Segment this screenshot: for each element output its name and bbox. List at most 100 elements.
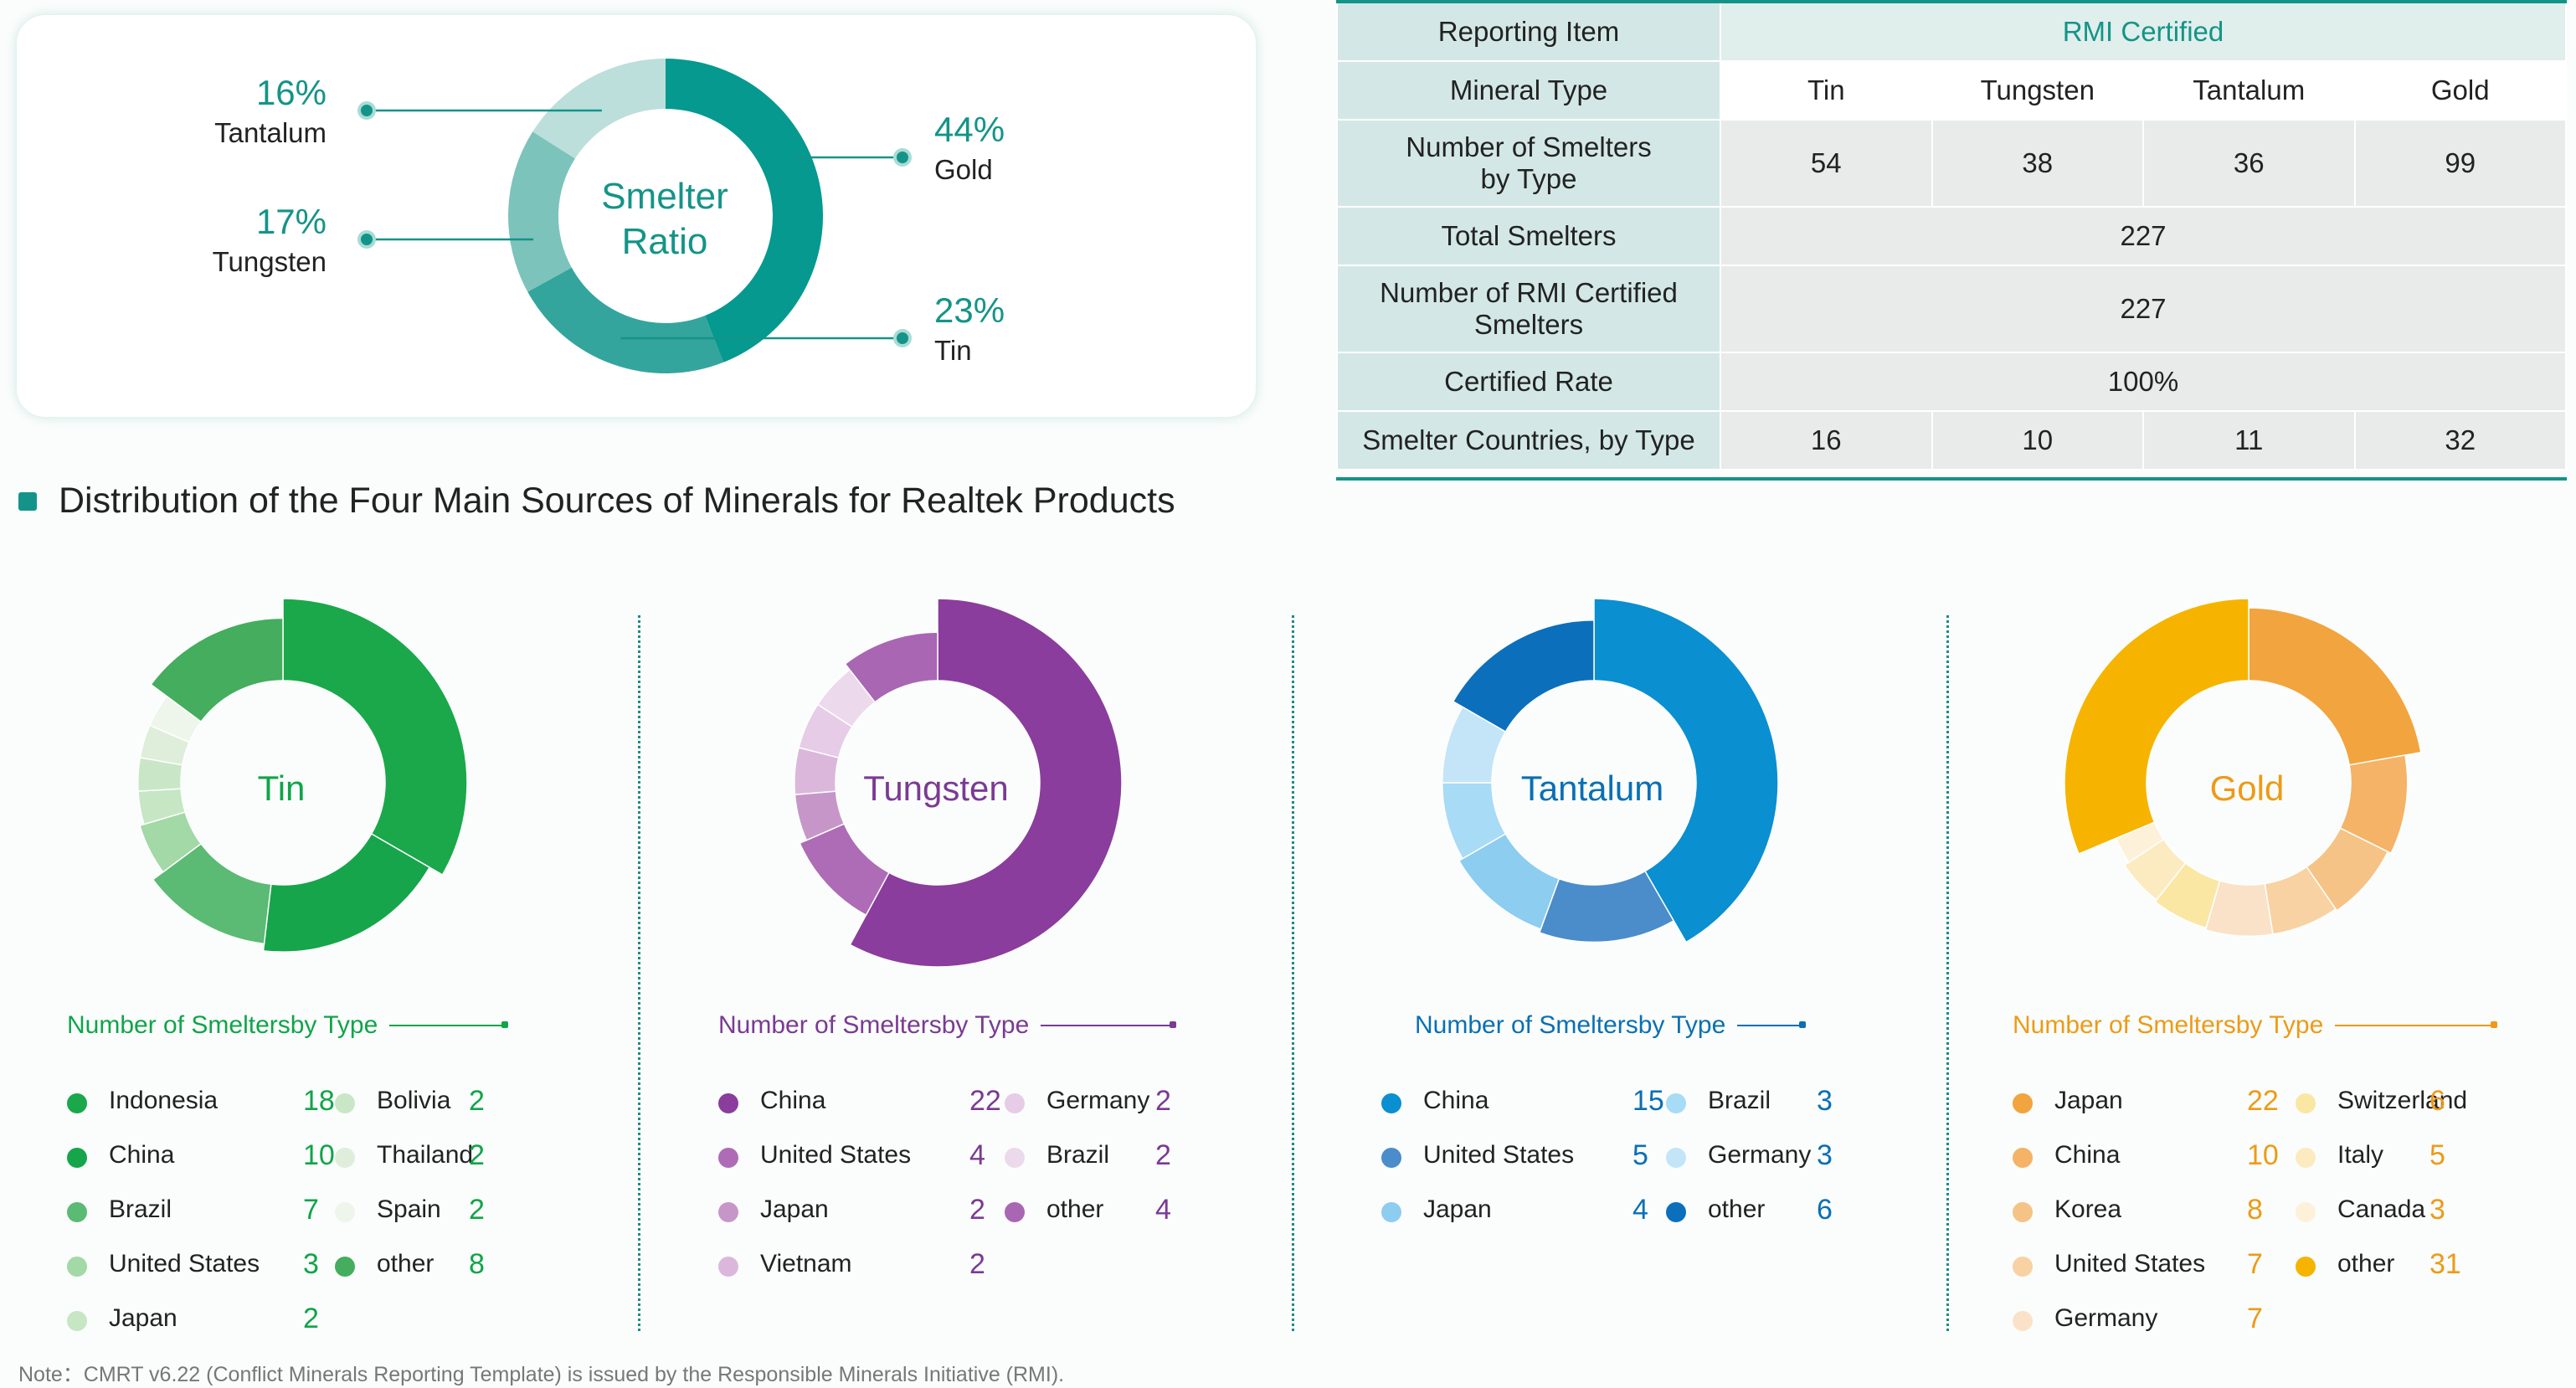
ratio-slice-tantalum [532,59,666,159]
legend-swatch [2296,1257,2316,1277]
legend-swatch [1005,1093,1025,1113]
legend-label: China [760,1087,826,1114]
legend-swatch [2013,1202,2033,1222]
legend-swatch [335,1257,355,1277]
tungsten-slice-china [849,598,1123,968]
gold-slice-japan [2248,607,2422,766]
legend-label: Germany [1046,1087,1150,1114]
smelters-gold: 99 [2353,119,2567,208]
ratio-name-tantalum: Tantalum [214,117,326,148]
legend-swatch [335,1202,355,1222]
section-title-text: Distribution of the Four Main Sources of… [59,481,1175,521]
ratio-label-tin: 23% Tin [934,293,1005,365]
column-divider [638,615,640,1331]
legend-label: Spain [377,1195,441,1223]
gold-slice-germany [2204,880,2274,938]
tin-slice-indonesia [282,598,468,876]
legend-title-text: Number of Smeltersby Type [2013,1011,2324,1039]
ratio-slice-gold [666,59,823,362]
legend-value: 10 [2247,1139,2279,1171]
legend-value: 2 [303,1303,319,1334]
legend-swatch [2296,1148,2316,1168]
ratio-center-line1: Smelter [601,176,728,217]
legend-value: 6 [2429,1085,2445,1117]
legend-label: China [109,1141,175,1169]
legend-title-rule [2335,1021,2498,1028]
gold-slice-other [2064,598,2250,855]
legend-value: 3 [1817,1085,1833,1117]
legend-label: Germany [1708,1141,1812,1169]
tantalum-donut-label: Tantalum [1520,769,1664,808]
legend-swatch [1381,1093,1401,1113]
legend-value: 7 [2247,1303,2263,1334]
legend-value: 2 [469,1139,485,1171]
legend-label: United States [109,1250,260,1277]
legend-value: 5 [1632,1139,1648,1171]
legend-value: 3 [1817,1139,1833,1171]
gold-slice-china [2339,754,2409,855]
legend-value: 8 [2247,1194,2263,1226]
total-smelters-value: 227 [1720,206,2567,266]
legend-value: 31 [2429,1248,2461,1280]
legend-value: 15 [1632,1085,1664,1117]
mineral-tin: Tin [1720,60,1933,121]
tungsten-donut: Tungsten [686,578,1189,996]
legend-swatch [1005,1148,1025,1168]
legend-title-text: Number of Smeltersby Type [1415,1011,1726,1039]
certified-rate-value: 100% [1720,352,2567,412]
legend-swatch [1381,1148,1401,1168]
row-header-smelters-by-type-l1: Number of Smelters [1406,131,1652,162]
legend-label: Germany [2054,1304,2158,1332]
legend-value: 6 [1817,1194,1833,1226]
legend-title-tin: Number of Smeltersby Type [67,1011,509,1040]
gold-donut-label: Gold [2209,769,2285,808]
legend-value: 7 [2247,1248,2263,1280]
legend-title-tungsten: Number of Smeltersby Type [718,1011,1177,1040]
legend-value: 3 [2429,1194,2445,1226]
section-title: Distribution of the Four Main Sources of… [18,481,1175,522]
legend-label: Japan [1423,1195,1492,1223]
legend-label: Switzerland [2337,1087,2468,1114]
legend-value: 10 [303,1139,335,1171]
legend-label: Italy [2337,1141,2384,1169]
ratio-pct-tantalum: 16% [255,73,326,112]
row-header-rmi-cert-l1: Number of RMI Certified [1380,277,1678,308]
legend-label: other [2337,1250,2395,1277]
row-header-certified-rate: Certified Rate [1336,352,1721,412]
ratio-center-line2: Ratio [621,221,708,262]
legend-label: other [1708,1195,1766,1223]
tungsten-donut-label: Tungsten [863,769,1009,808]
legend-value: 5 [2429,1139,2445,1171]
legend-swatch [1005,1202,1025,1222]
smelters-tungsten: 38 [1931,119,2144,208]
legend-title-gold: Number of Smeltersby Type [2013,1011,2498,1040]
mineral-tantalum: Tantalum [2142,60,2356,121]
legend-value: 4 [1632,1194,1648,1226]
legend-label: China [1423,1087,1489,1114]
footnote: Note：CMRT v6.22 (Conflict Minerals Repor… [18,1363,1065,1386]
ratio-leader-dot-tungsten [357,230,376,249]
ratio-center-label: Smelter Ratio [564,174,765,265]
ratio-name-gold: Gold [934,154,993,185]
row-header-rmi-certified-smelters: Number of RMI Certified Smelters [1336,265,1721,353]
ratio-pct-tungsten: 17% [255,202,326,241]
legend-title-rule [1737,1021,1807,1028]
tungsten-donut-svg [794,598,1123,968]
legend-value: 2 [969,1194,985,1226]
legend-swatch [2013,1093,2033,1113]
row-header-smelter-countries: Smelter Countries, by Type [1336,410,1721,470]
legend-value: 2 [969,1248,985,1280]
tin-donut-svg [136,598,468,953]
tin-donut-label: Tin [257,769,306,808]
tin-slice-brazil [152,842,272,945]
rmi-certified-smelters-value: 227 [1720,265,2567,353]
row-header-smelters-by-type-l2: by Type [1480,163,1577,194]
legend-label: Japan [2054,1087,2123,1114]
legend-value: 8 [469,1248,485,1280]
legend-swatch [67,1311,87,1331]
legend-label: Vietnam [760,1250,852,1277]
legend-value: 22 [2247,1085,2279,1117]
legend-value: 18 [303,1085,335,1117]
legend-swatch [67,1202,87,1222]
countries-gold: 32 [2353,410,2567,470]
